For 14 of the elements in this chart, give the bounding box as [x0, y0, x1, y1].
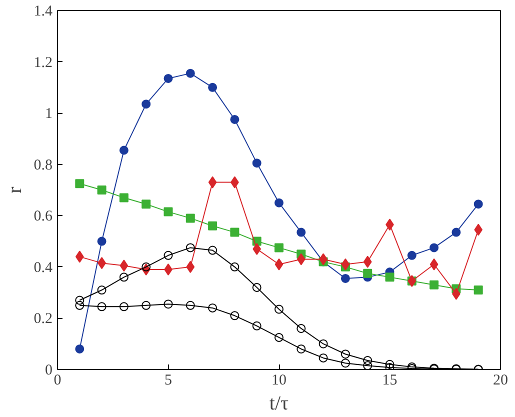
y-tick-label: 0.4: [34, 260, 53, 276]
y-tick-label: 1.2: [34, 54, 52, 71]
y-tick-label: 0.8: [34, 157, 52, 174]
y-tick-label: 1: [45, 106, 52, 122]
x-tick-label: 15: [382, 372, 398, 388]
x-tick-label: 10: [272, 372, 286, 388]
y-tick-label: 0.6: [34, 208, 53, 225]
y-tick-label: 0: [45, 362, 52, 378]
y-tick-label: 0.2: [34, 311, 52, 328]
y-axis-title: r: [4, 186, 26, 194]
y-tick-label: 1.4: [34, 4, 53, 20]
x-tick-label: 5: [164, 372, 172, 388]
x-axis-title: t/τ: [269, 392, 289, 414]
x-tick-label: 20: [493, 372, 508, 388]
